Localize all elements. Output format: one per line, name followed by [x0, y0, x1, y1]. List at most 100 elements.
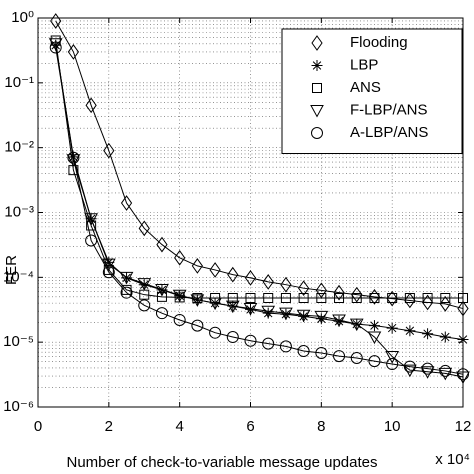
marker — [333, 315, 345, 327]
marker — [349, 318, 364, 332]
marker — [49, 41, 62, 54]
marker — [174, 290, 186, 302]
marker — [298, 292, 309, 303]
x-tick-label: 12 — [455, 418, 472, 435]
marker — [385, 351, 400, 364]
marker — [314, 310, 329, 324]
marker — [315, 347, 328, 360]
marker — [298, 310, 310, 322]
marker — [334, 292, 345, 303]
marker — [119, 271, 134, 285]
x-axis-multiplier: x 10⁴ — [435, 451, 470, 468]
y-tick-label: 10⁻⁵ — [3, 333, 34, 350]
marker — [387, 292, 398, 303]
marker — [243, 303, 258, 316]
x-tick-label: 10 — [384, 418, 401, 435]
marker — [296, 309, 311, 323]
marker — [279, 340, 292, 353]
y-tick-label: 10⁰ — [11, 9, 34, 26]
series-line — [55, 40, 463, 299]
marker — [67, 44, 80, 60]
marker — [386, 290, 398, 307]
y-tick-label: 10⁻³ — [4, 203, 34, 220]
y-tick-label: 10⁻⁶ — [3, 398, 34, 415]
marker — [138, 279, 150, 291]
marker — [457, 368, 469, 381]
marker — [174, 249, 186, 266]
x-tick-label: 6 — [246, 418, 254, 435]
marker — [102, 266, 115, 279]
x-tick-label: 4 — [175, 418, 183, 435]
marker — [156, 291, 167, 302]
marker — [438, 367, 453, 381]
legend-label: LBP — [350, 56, 378, 73]
marker — [440, 292, 451, 303]
marker — [262, 274, 274, 290]
marker — [138, 220, 150, 237]
marker — [156, 236, 168, 253]
marker — [311, 127, 323, 139]
marker — [351, 286, 363, 303]
marker — [368, 288, 381, 305]
marker — [298, 280, 310, 297]
legend-label: ANS — [350, 79, 381, 96]
legend-label: F-LBP/ANS — [350, 101, 428, 118]
marker — [191, 258, 203, 274]
marker — [67, 151, 80, 164]
marker — [312, 83, 322, 93]
x-tick-label: 2 — [105, 418, 113, 435]
marker — [351, 292, 362, 303]
marker — [439, 295, 451, 312]
marker — [101, 258, 116, 272]
y-tick-label: 10⁻¹ — [4, 74, 34, 91]
marker — [404, 292, 415, 303]
marker — [227, 292, 238, 303]
marker — [261, 305, 276, 319]
marker — [227, 266, 239, 283]
y-tick-label: 10⁻² — [4, 139, 34, 156]
marker — [457, 300, 469, 317]
marker — [422, 328, 434, 340]
marker — [368, 355, 381, 368]
marker — [86, 220, 97, 231]
marker — [172, 289, 187, 303]
y-axis-label: FER — [3, 255, 20, 285]
marker — [120, 286, 133, 299]
marker — [245, 292, 256, 303]
marker — [439, 331, 451, 343]
marker — [369, 292, 380, 303]
marker — [315, 282, 327, 299]
marker — [225, 300, 240, 314]
x-axis-label: Number of check-to-variable message upda… — [67, 454, 378, 471]
marker — [137, 278, 152, 291]
x-tick-label: 0 — [34, 418, 42, 435]
marker — [155, 307, 168, 320]
marker — [439, 364, 452, 377]
marker — [262, 337, 275, 350]
marker — [280, 292, 291, 303]
marker — [458, 292, 468, 303]
marker — [226, 331, 239, 344]
marker — [457, 333, 469, 345]
marker — [350, 351, 363, 364]
marker — [311, 60, 323, 71]
marker — [310, 105, 324, 118]
marker — [420, 366, 435, 379]
marker — [173, 313, 186, 326]
marker — [209, 326, 222, 339]
marker — [403, 360, 416, 373]
marker — [121, 272, 133, 284]
marker — [280, 276, 292, 293]
plot-frame — [37, 17, 464, 408]
marker — [103, 142, 115, 159]
marker — [316, 292, 327, 303]
marker — [404, 325, 416, 337]
marker — [120, 195, 133, 211]
x-tick-label: 8 — [317, 418, 325, 435]
marker — [421, 362, 434, 375]
legend-label: Flooding — [350, 34, 408, 51]
marker — [262, 307, 274, 319]
marker — [280, 308, 292, 320]
